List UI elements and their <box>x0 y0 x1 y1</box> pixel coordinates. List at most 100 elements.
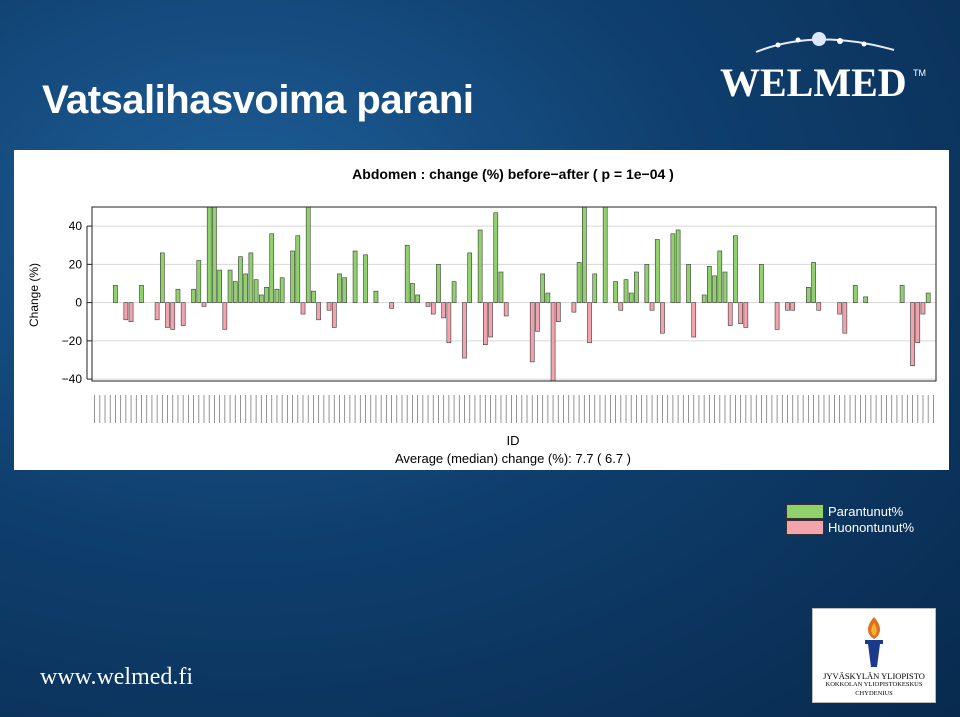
university-unit: CHYDENIUS <box>855 690 893 697</box>
bar <box>550 302 556 382</box>
bar <box>404 244 410 303</box>
bar <box>806 287 811 303</box>
bar <box>628 292 634 303</box>
bar <box>581 206 587 303</box>
bar <box>196 260 202 303</box>
bar <box>217 269 222 303</box>
bar <box>717 250 723 303</box>
y-tick-label: 40 <box>69 219 83 233</box>
y-tick-label: 20 <box>69 257 83 271</box>
bar <box>222 302 228 330</box>
bar <box>430 302 436 315</box>
bar <box>675 229 681 303</box>
bar <box>707 265 712 303</box>
bar <box>154 302 160 321</box>
bar <box>587 302 592 344</box>
bar <box>337 273 342 303</box>
bars <box>113 206 931 382</box>
bar <box>790 302 796 311</box>
chart-legend: Parantunut% Huonontunut% <box>786 503 914 535</box>
y-axis-label: Change (%) <box>27 263 41 327</box>
bar <box>592 273 598 303</box>
bar <box>123 302 129 321</box>
bar <box>498 271 504 303</box>
bar <box>555 302 561 323</box>
bar <box>785 302 790 311</box>
bar <box>576 262 582 303</box>
bar <box>279 277 285 303</box>
bar <box>227 269 233 303</box>
bar <box>441 302 446 319</box>
bar <box>410 283 415 303</box>
legend-swatch-worsened <box>786 519 824 535</box>
bar <box>243 273 249 303</box>
bar <box>160 252 165 303</box>
bar <box>743 302 749 328</box>
plot-frame <box>91 206 937 382</box>
bar <box>701 294 707 303</box>
legend-item-worsened: Huonontunut% <box>786 519 914 535</box>
bar <box>488 302 493 338</box>
bar <box>535 302 540 332</box>
bar <box>451 281 457 303</box>
bar <box>712 275 717 303</box>
bar <box>201 302 207 307</box>
bar <box>915 302 921 344</box>
bar <box>493 212 499 303</box>
bar <box>238 256 243 303</box>
bar <box>274 288 280 303</box>
bar <box>863 296 868 303</box>
bar <box>618 302 624 311</box>
bar <box>462 302 467 359</box>
y-axis: −40 −20 0 20 40 <box>62 219 92 386</box>
bar <box>290 250 295 303</box>
bar <box>910 302 915 367</box>
bar <box>686 264 691 303</box>
welmed-logo-tm: TM <box>913 68 926 78</box>
legend-label-improved: Parantunut% <box>828 503 904 519</box>
chart-panel: Abdomen : change (%) before−after ( p = … <box>14 150 949 470</box>
bar <box>503 302 509 317</box>
bar <box>477 229 483 303</box>
bar <box>727 302 733 326</box>
bar <box>467 252 473 303</box>
bar <box>852 285 858 303</box>
bar <box>613 281 618 303</box>
grid-lines <box>92 225 936 380</box>
bar <box>571 302 577 313</box>
bar <box>295 235 301 303</box>
bar <box>191 288 196 303</box>
x-axis-label: ID <box>507 433 520 448</box>
bar <box>425 302 431 307</box>
legend-swatch-improved <box>786 503 824 519</box>
bar <box>269 233 275 303</box>
chart-subtitle: Average (median) change (%): 7.7 ( 6.7 ) <box>395 451 631 466</box>
bar <box>540 273 545 303</box>
bar <box>623 279 629 303</box>
y-tick-label: 0 <box>75 296 82 310</box>
bar <box>733 235 738 303</box>
bar <box>305 206 311 303</box>
bar <box>722 271 728 303</box>
y-tick-label: −40 <box>62 372 83 386</box>
bar <box>436 264 441 303</box>
bar <box>165 302 170 328</box>
welmed-logo-text: WELMED <box>720 60 907 105</box>
bar <box>644 264 650 303</box>
bar <box>691 302 697 338</box>
bar <box>373 290 379 303</box>
bar <box>264 287 269 303</box>
bar <box>670 233 676 303</box>
bar <box>602 206 608 303</box>
welmed-logo: WELMED TM <box>720 32 926 105</box>
bar <box>113 285 118 303</box>
legend-label-worsened: Huonontunut% <box>828 519 915 535</box>
bar <box>759 264 764 303</box>
legend-item-improved: Parantunut% <box>786 503 914 519</box>
university-center: KOKKOLAN YLIOPISTOKESKUS <box>825 681 923 688</box>
bar-chart: Abdomen : change (%) before−after ( p = … <box>27 166 937 466</box>
bar <box>175 288 181 303</box>
bar <box>774 302 780 330</box>
university-logo: JYVÄSKYLÄN YLIOPISTO KOKKOLAN YLIOPISTOK… <box>812 608 936 703</box>
bar <box>331 302 337 328</box>
